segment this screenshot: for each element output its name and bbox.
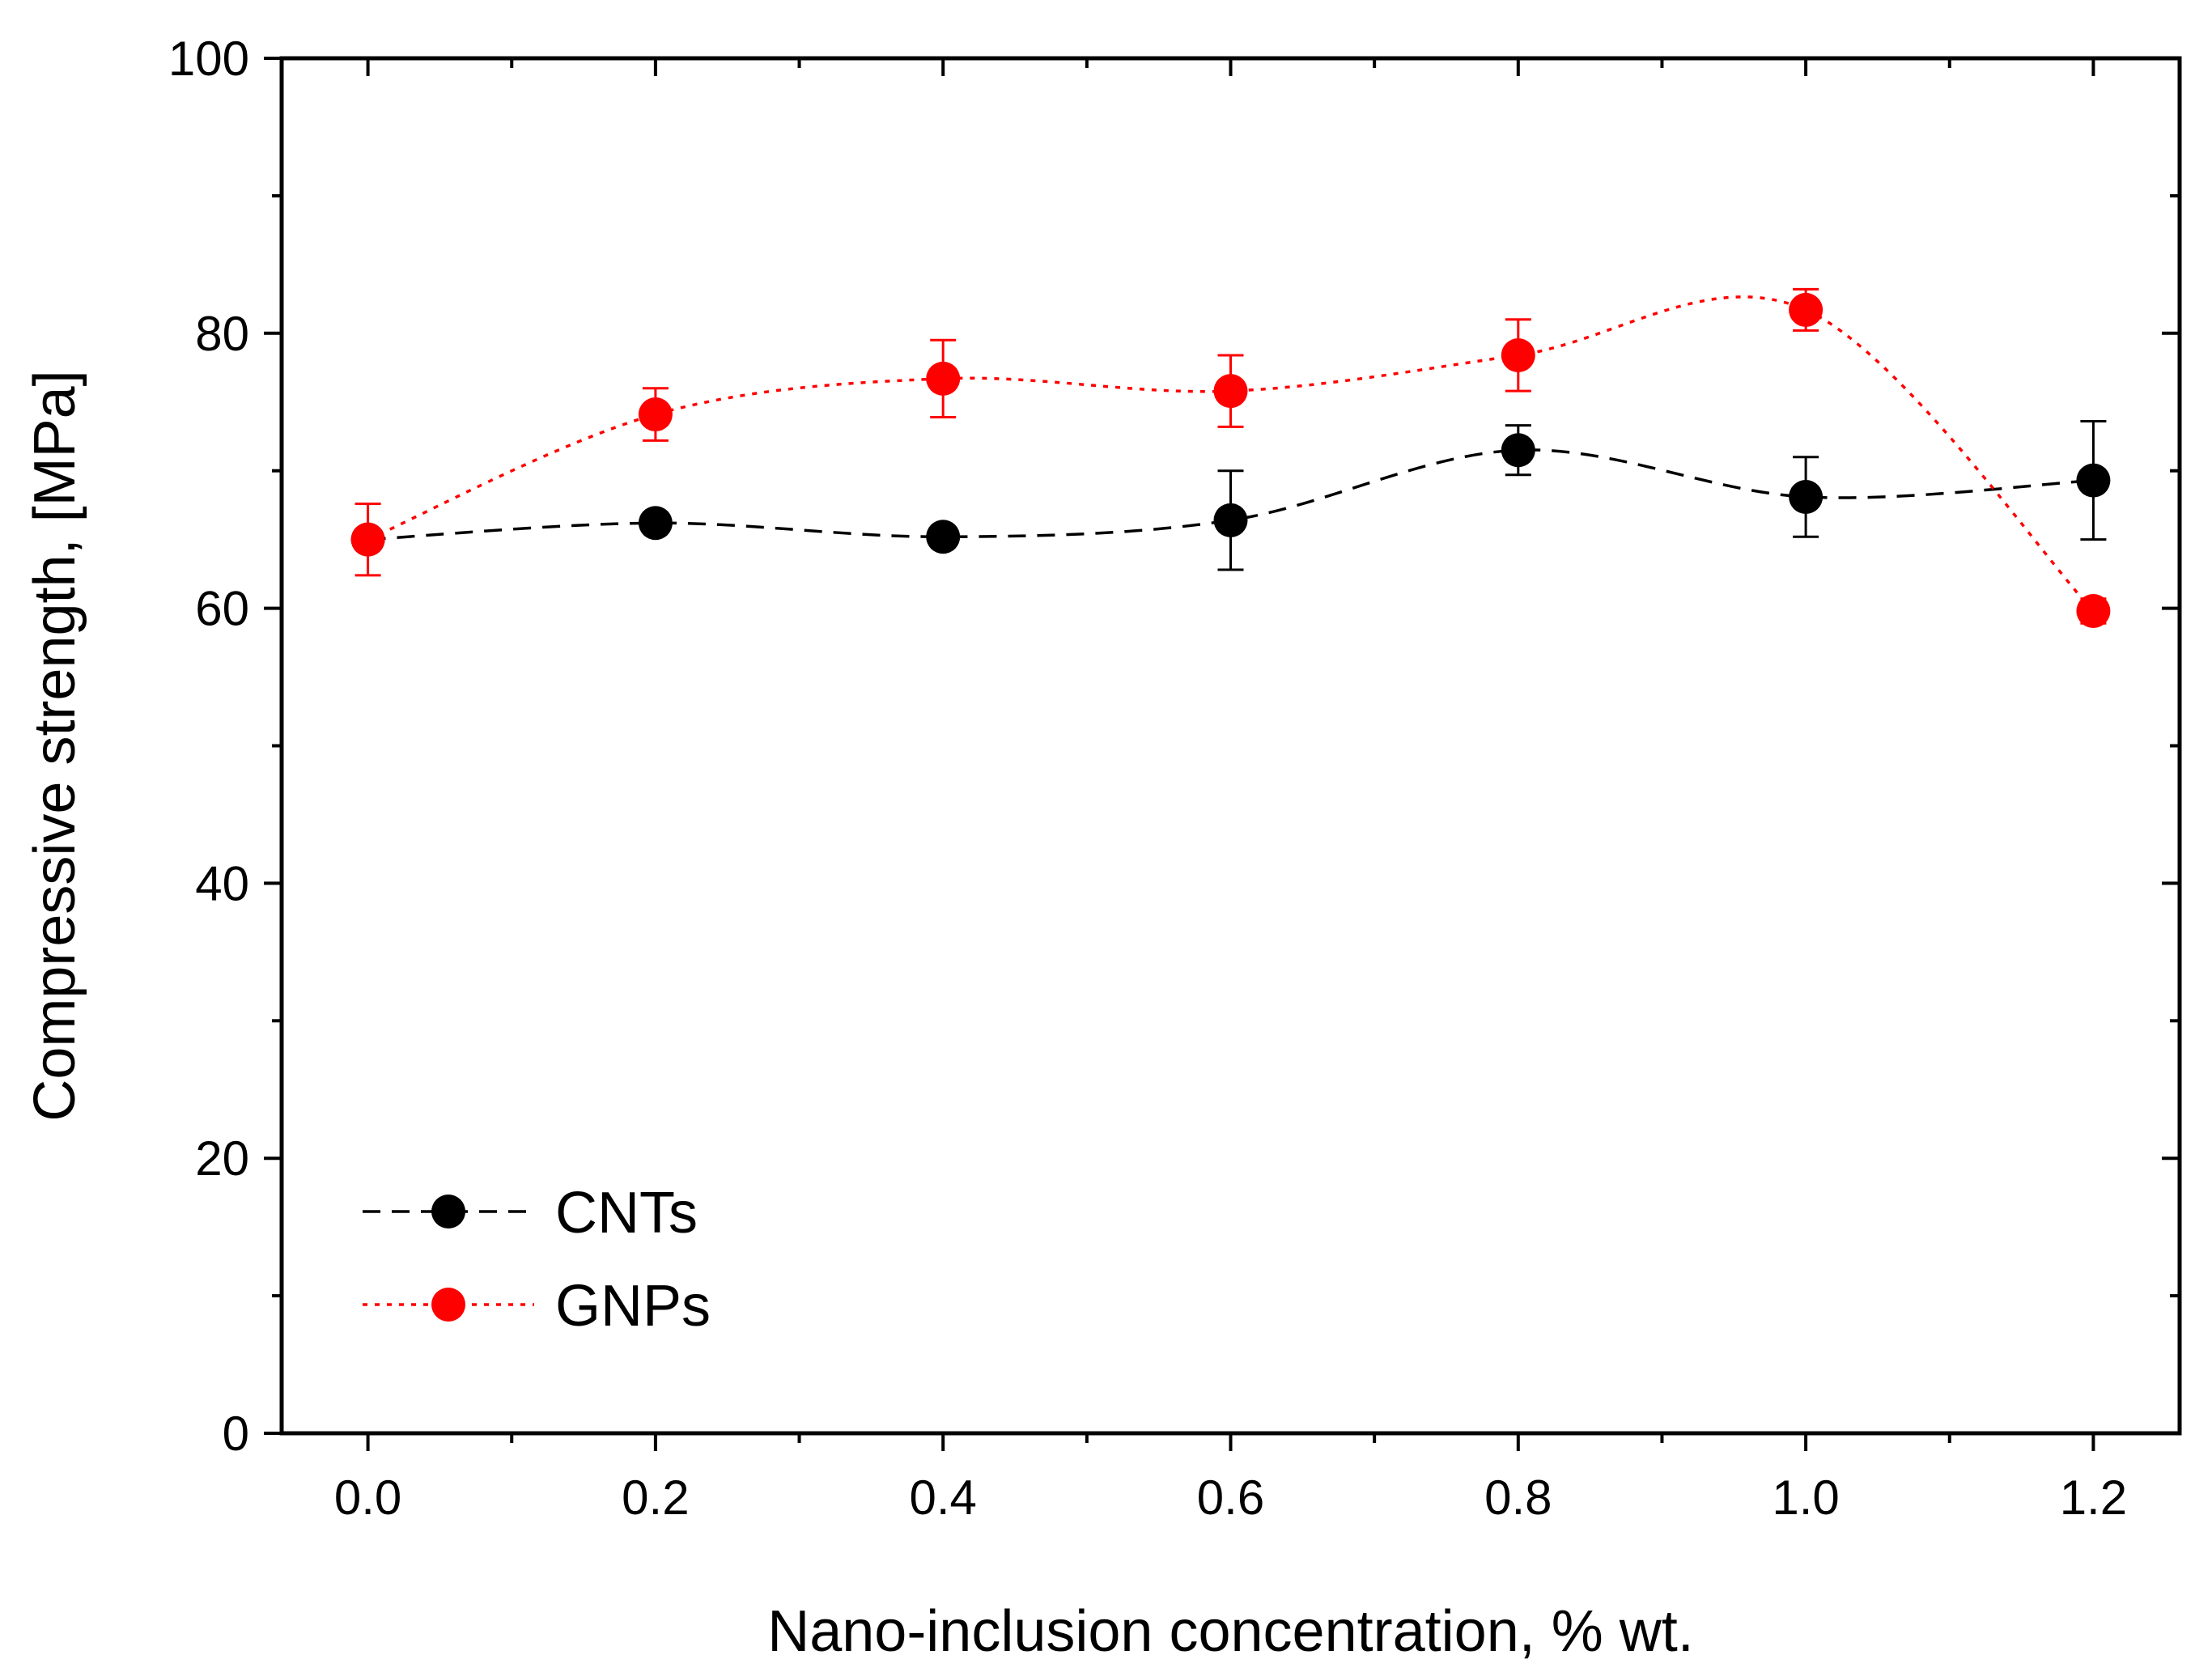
- series-line-gnps: [367, 295, 2095, 613]
- x-tick-label: 0.2: [622, 1470, 689, 1525]
- y-tick-label: 20: [195, 1131, 249, 1186]
- y-axis-title: Compressive strength, [MPa]: [23, 370, 87, 1121]
- data-point-cnts: [2076, 463, 2111, 498]
- x-tick-label: 0.8: [1484, 1470, 1552, 1525]
- legend: CNTs GNPs: [363, 1181, 711, 1339]
- x-tick-label: 0.6: [1197, 1470, 1264, 1525]
- data-point-gnps: [926, 361, 961, 396]
- series-layer: [350, 287, 2111, 628]
- x-tick-label: 0.0: [334, 1470, 401, 1525]
- y-tick-label: 80: [195, 307, 249, 361]
- x-axis-title: Nano-inclusion concentration, % wt.: [767, 1599, 1694, 1664]
- x-tick-label: 1.0: [1772, 1470, 1839, 1525]
- data-point-gnps: [350, 522, 385, 557]
- x-tick-label: 1.2: [2060, 1470, 2127, 1525]
- legend-marker-cnts: [431, 1195, 465, 1229]
- data-point-cnts: [1789, 479, 1824, 514]
- data-point-cnts: [638, 506, 673, 541]
- legend-label-cnts: CNTs: [555, 1181, 698, 1246]
- data-point-cnts: [1501, 433, 1535, 468]
- data-point-gnps: [638, 397, 673, 432]
- data-point-gnps: [1213, 374, 1248, 409]
- y-tick-label: 40: [195, 856, 249, 910]
- y-tick-label: 100: [168, 32, 249, 86]
- legend-label-gnps: GNPs: [555, 1274, 711, 1339]
- tick-layer: 0.0 0.2 0.4 0.6 0.8 1.0 1.2 0 20 40 60 80 100: [168, 32, 2180, 1525]
- x-tick-label: 0.4: [909, 1470, 976, 1525]
- data-point-cnts: [926, 520, 961, 554]
- data-point-gnps: [1501, 337, 1535, 372]
- legend-marker-gnps: [431, 1288, 465, 1322]
- data-point-cnts: [1213, 503, 1248, 537]
- y-tick-label: 60: [195, 582, 249, 636]
- y-tick-label: 0: [223, 1407, 249, 1461]
- data-point-gnps: [1789, 292, 1824, 327]
- data-point-gnps: [2076, 593, 2111, 628]
